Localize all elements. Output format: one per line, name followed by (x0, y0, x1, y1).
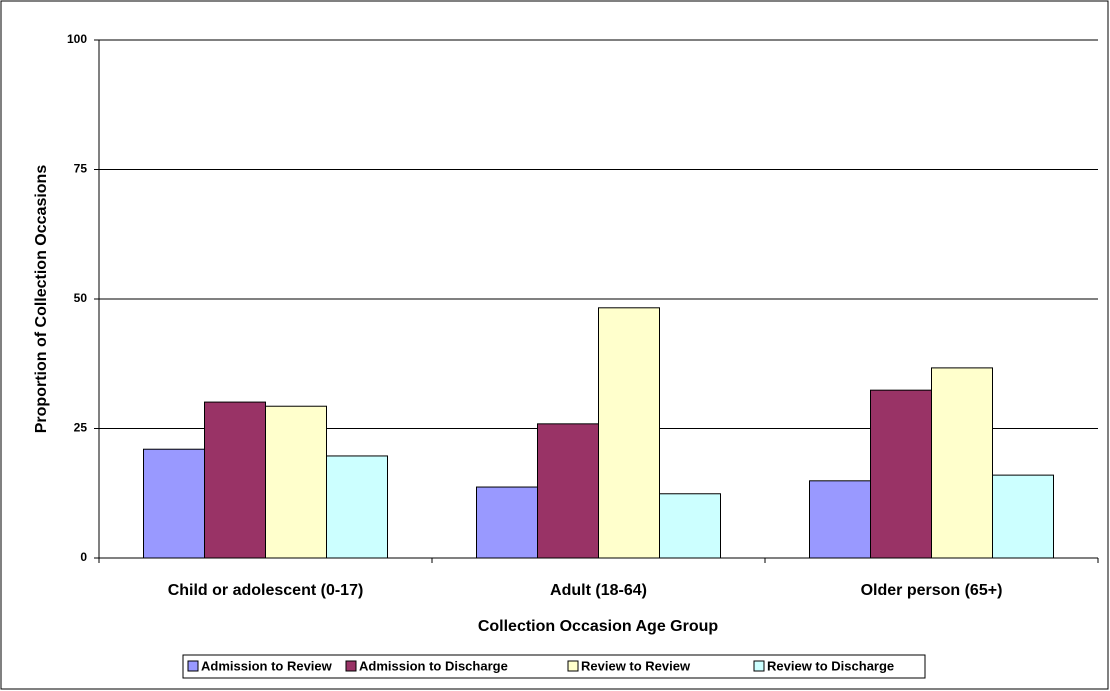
bar (809, 480, 871, 559)
legend-swatch (753, 660, 765, 672)
x-tick-label: Child or adolescent (0-17) (168, 582, 364, 599)
legend-swatch (567, 660, 579, 672)
y-tick-label: 25 (74, 421, 88, 435)
bar (204, 401, 266, 559)
x-tick-label: Older person (65+) (861, 582, 1003, 599)
bar (992, 474, 1054, 559)
bar (659, 493, 721, 559)
legend-swatch (187, 660, 199, 672)
bar (870, 389, 932, 559)
bar (265, 405, 327, 559)
legend-label: Review to Review (581, 658, 691, 673)
legend-label: Admission to Review (201, 658, 333, 673)
bar (476, 486, 538, 559)
legend-swatch (345, 660, 357, 672)
bar (537, 423, 599, 559)
y-tick-label: 75 (74, 162, 88, 176)
x-tick-label: Adult (18-64) (550, 582, 647, 599)
bar (326, 455, 388, 559)
x-axis-title: Collection Occasion Age Group (478, 618, 719, 635)
legend-box (182, 654, 926, 679)
bar (143, 448, 205, 559)
y-tick-label: 100 (67, 32, 87, 46)
y-axis-title: Proportion of Collection Occasions (33, 165, 50, 434)
y-tick-label: 50 (74, 291, 88, 305)
y-tick-label: 0 (80, 550, 87, 564)
bar (931, 367, 993, 559)
legend-label: Review to Discharge (767, 658, 894, 673)
legend-label: Admission to Discharge (359, 658, 508, 673)
bar (598, 307, 660, 559)
